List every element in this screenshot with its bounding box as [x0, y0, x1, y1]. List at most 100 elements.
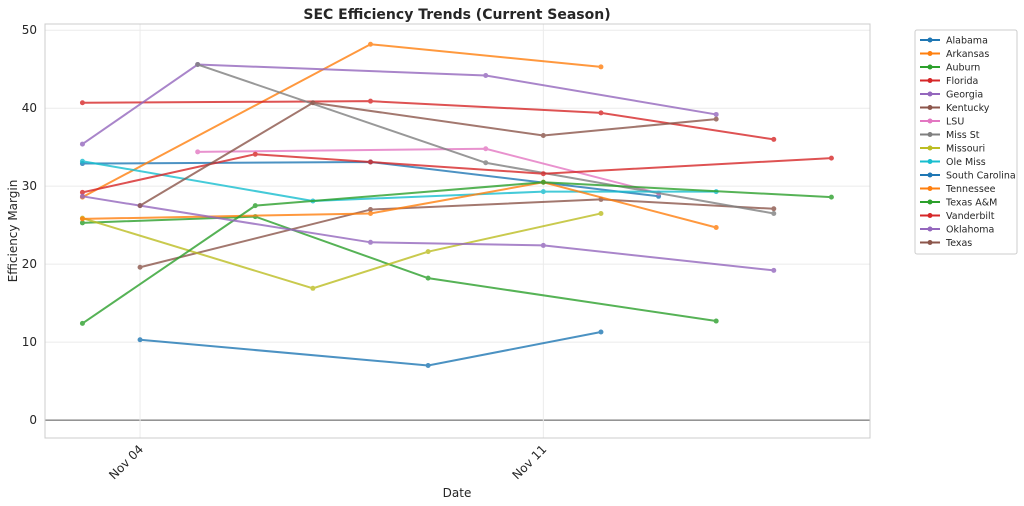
data-point: [79, 320, 85, 326]
data-point: [540, 189, 546, 195]
series-auburn: [79, 214, 719, 324]
y-tick-label: 40: [22, 101, 37, 115]
legend-item: Missouri: [920, 144, 985, 155]
series-miss-st: [195, 62, 777, 216]
data-point: [368, 207, 374, 213]
data-point: [828, 155, 834, 161]
legend-marker: [927, 145, 933, 151]
data-point: [540, 179, 546, 185]
x-tick-label: Nov 11: [510, 442, 550, 482]
plot-frame: [44, 23, 871, 439]
legend-box: [914, 29, 1018, 255]
data-point: [137, 203, 143, 209]
x-axis-label: Date: [443, 486, 472, 500]
data-point: [368, 41, 374, 47]
data-point: [368, 98, 374, 104]
gridlines: [45, 24, 870, 438]
data-point: [771, 206, 777, 212]
data-point: [540, 242, 546, 248]
y-tick-label: 30: [22, 179, 37, 193]
legend-marker: [927, 199, 933, 205]
series-line: [82, 181, 717, 229]
y-tick-label: 20: [22, 257, 37, 271]
data-point: [598, 210, 604, 216]
series-vanderbilt: [79, 151, 834, 195]
series-line: [139, 330, 602, 367]
legend-marker: [927, 132, 933, 137]
series-line: [82, 160, 717, 202]
x-tick-label: Nov 04: [106, 442, 146, 482]
axis-ticks: 0 10 20 30 40 50 Nov 04 Nov 11: [22, 23, 550, 482]
legend-item: Vanderbilt: [920, 211, 995, 222]
data-point: [713, 224, 719, 230]
legend-item: LSU: [920, 117, 964, 128]
data-point: [771, 210, 777, 216]
series-line: [81, 181, 832, 325]
legend-label: Vanderbilt: [946, 211, 995, 222]
data-point: [771, 136, 777, 142]
legend-label: Auburn: [946, 63, 980, 74]
data-point: [252, 151, 258, 157]
series-lines: [79, 41, 834, 368]
legend-marker: [927, 159, 933, 164]
data-point: [598, 64, 604, 70]
legend-marker: [927, 226, 933, 232]
legend-marker: [927, 78, 933, 83]
data-point: [137, 337, 143, 343]
series-line: [81, 63, 717, 145]
data-point: [713, 318, 719, 324]
series-line: [82, 212, 602, 290]
y-tick-label: 50: [22, 23, 37, 37]
series-kentucky: [137, 196, 777, 270]
legend-marker: [927, 118, 933, 124]
legend-marker: [927, 64, 933, 70]
series-south-carolina: [137, 329, 604, 368]
data-point: [771, 267, 777, 273]
legend-item: Texas A&M: [920, 198, 997, 209]
series-missouri: [79, 210, 604, 291]
data-point: [425, 249, 431, 255]
legend-label: Oklahoma: [946, 225, 994, 236]
legend-marker: [927, 37, 933, 43]
legend-item: Arkansas: [920, 49, 989, 60]
data-point: [252, 203, 258, 209]
series-georgia: [79, 62, 719, 147]
legend-label: Texas A&M: [945, 198, 997, 209]
series-lsu: [195, 146, 662, 196]
series-line: [139, 198, 774, 269]
data-point: [540, 171, 546, 177]
legend-marker: [927, 213, 933, 218]
y-tick-label: 10: [22, 335, 37, 349]
legend-label: Tennessee: [945, 184, 996, 195]
data-point: [79, 216, 85, 222]
data-point: [79, 100, 85, 106]
data-point: [425, 362, 431, 368]
series-florida: [79, 98, 777, 142]
data-point: [483, 146, 489, 152]
data-point: [310, 100, 316, 106]
series-line: [82, 100, 774, 141]
legend-label: Georgia: [946, 90, 983, 101]
legend-label: South Carolina: [946, 171, 1016, 182]
series-oklahoma: [79, 193, 777, 273]
data-point: [828, 194, 834, 200]
legend-marker: [927, 240, 933, 245]
legend-label: Alabama: [946, 36, 988, 47]
legend-item: Ole Miss: [920, 157, 986, 168]
legend-marker: [927, 172, 933, 178]
data-point: [540, 132, 546, 138]
legend-item: Alabama: [920, 36, 988, 47]
data-point: [598, 110, 604, 116]
legend-item: Miss St: [920, 130, 980, 141]
data-point: [137, 264, 143, 270]
data-point: [195, 62, 201, 68]
legend-marker: [927, 51, 933, 56]
data-point: [79, 193, 85, 199]
data-point: [79, 141, 85, 147]
legend-label: LSU: [946, 117, 964, 128]
data-point: [195, 149, 201, 155]
data-point: [368, 159, 374, 165]
legend-label: Missouri: [946, 144, 985, 155]
legend-label: Arkansas: [946, 49, 989, 60]
